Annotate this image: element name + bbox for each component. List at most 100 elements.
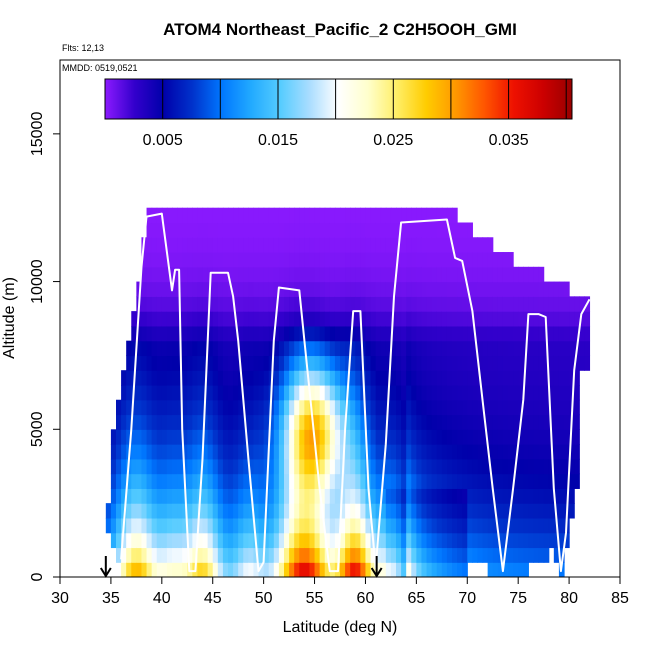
heatmap-cell <box>538 384 545 401</box>
heatmap-cell <box>324 473 331 489</box>
heatmap-cell <box>472 473 479 489</box>
heatmap-cell <box>558 399 565 416</box>
heatmap-cell <box>273 266 280 283</box>
heatmap-cell <box>406 281 412 297</box>
heatmap-cell <box>217 207 224 224</box>
heatmap-cell <box>258 355 265 371</box>
heatmap-cell <box>146 503 153 519</box>
heatmap-cell <box>462 384 468 401</box>
heatmap-cell <box>299 399 305 416</box>
heatmap-cell <box>151 547 158 563</box>
heatmap-cell <box>574 444 580 460</box>
heatmap-cell <box>156 532 163 549</box>
heatmap-cell <box>156 281 163 297</box>
heatmap-cell <box>533 266 540 283</box>
heatmap-cell <box>161 311 168 327</box>
heatmap-cell <box>477 296 484 312</box>
heatmap-cell <box>416 237 423 253</box>
heatmap-cell <box>121 532 127 549</box>
heatmap-cell <box>253 296 260 312</box>
heatmap-cell <box>314 517 321 534</box>
heatmap-cell <box>426 370 433 386</box>
heatmap-cell <box>487 473 494 489</box>
heatmap-cell <box>446 207 453 224</box>
heatmap-cell <box>472 311 479 327</box>
heatmap-cell <box>212 252 219 268</box>
heatmap-cell <box>508 355 514 371</box>
heatmap-cell <box>523 562 529 577</box>
heatmap-cell <box>355 547 361 563</box>
heatmap-cell <box>569 340 575 357</box>
heatmap-cell <box>411 473 417 489</box>
heatmap-cell <box>268 414 275 430</box>
heatmap-cell <box>243 311 249 327</box>
heatmap-cell <box>431 207 438 224</box>
heatmap-cell <box>401 237 407 253</box>
heatmap-cell <box>248 370 255 386</box>
heatmap-cell <box>528 458 535 475</box>
heatmap-cell <box>192 370 199 386</box>
heatmap-cell <box>278 384 285 401</box>
heatmap-cell <box>538 444 545 460</box>
heatmap-cell <box>467 473 473 489</box>
heatmap-cell <box>238 458 244 475</box>
heatmap-cell <box>278 458 285 475</box>
heatmap-cell <box>243 503 249 519</box>
heatmap-cell <box>116 444 122 460</box>
heatmap-cell <box>222 340 229 357</box>
heatmap-cell <box>457 311 463 327</box>
heatmap-cell <box>319 532 326 549</box>
heatmap-cell <box>553 399 560 416</box>
heatmap-cell <box>161 370 168 386</box>
heatmap-cell <box>268 355 275 371</box>
heatmap-cell <box>513 296 519 312</box>
heatmap-cell <box>217 222 224 238</box>
heatmap-cell <box>202 222 209 238</box>
heatmap-cell <box>528 532 535 549</box>
heatmap-cell <box>472 532 479 549</box>
heatmap-cell <box>523 325 529 342</box>
heatmap-cell <box>365 532 372 549</box>
heatmap-cell <box>248 399 255 416</box>
heatmap-cell <box>350 547 356 563</box>
heatmap-cell <box>121 473 127 489</box>
heatmap-cell <box>482 296 489 312</box>
heatmap-cell <box>187 429 193 445</box>
heatmap-cell <box>136 384 143 401</box>
heatmap-cell <box>375 429 382 445</box>
heatmap-cell <box>569 355 575 371</box>
heatmap-cell <box>177 532 183 549</box>
heatmap-cell <box>528 503 535 519</box>
heatmap-cell <box>222 370 229 386</box>
heatmap-cell <box>446 399 453 416</box>
heatmap-cell <box>294 399 300 416</box>
heatmap-cell <box>345 562 351 577</box>
heatmap-cell <box>564 384 570 401</box>
heatmap-cell <box>182 444 188 460</box>
heatmap-cell <box>497 458 504 475</box>
heatmap-cell <box>156 340 163 357</box>
heatmap-cell <box>238 325 244 342</box>
heatmap-cell <box>482 325 489 342</box>
heatmap-cell <box>182 414 188 430</box>
heatmap-cell <box>558 488 565 504</box>
heatmap-cell <box>421 399 428 416</box>
heatmap-cell <box>390 222 397 238</box>
heatmap-cell <box>548 458 555 475</box>
heatmap-cell <box>513 311 519 327</box>
heatmap-cell <box>340 532 346 549</box>
heatmap-cell <box>319 429 326 445</box>
heatmap-cell <box>513 444 519 460</box>
heatmap-cell <box>126 503 132 519</box>
heatmap-cell <box>238 340 244 357</box>
heatmap-cell <box>121 547 127 563</box>
heatmap-cell <box>278 429 285 445</box>
heatmap-cell <box>197 399 204 416</box>
heatmap-cell <box>436 532 443 549</box>
heatmap-cell <box>319 384 326 401</box>
heatmap-cell <box>579 325 585 342</box>
heatmap-cell <box>248 532 255 549</box>
heatmap-cell <box>513 370 519 386</box>
heatmap-cell <box>172 547 178 563</box>
heatmap-cell <box>452 207 458 224</box>
